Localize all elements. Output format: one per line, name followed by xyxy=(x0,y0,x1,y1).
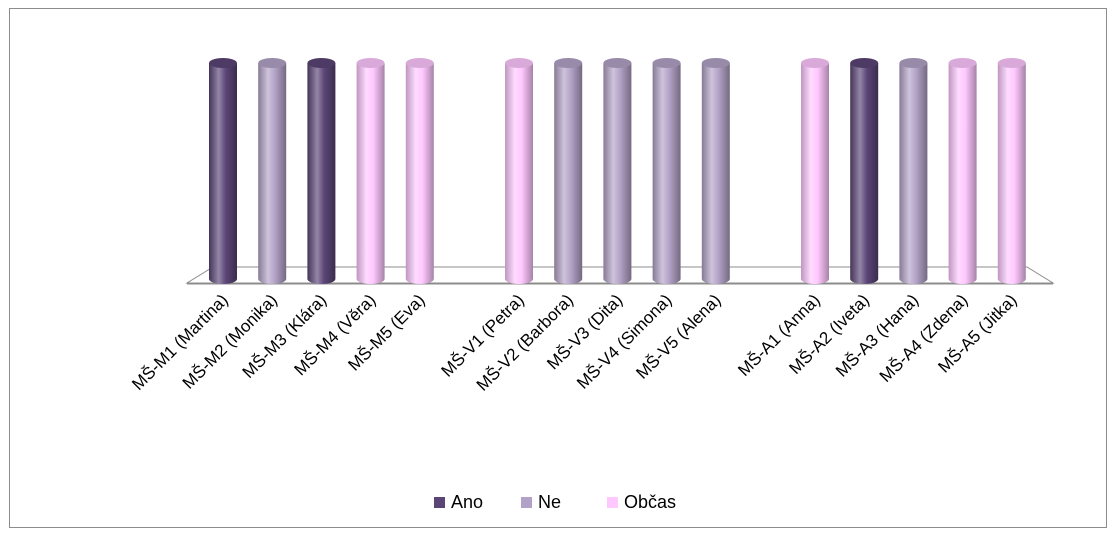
legend-label: Ano xyxy=(451,492,483,512)
legend-item-3: Občas xyxy=(607,492,676,512)
chart-frame: MŠ-M1 (Martina) MŠ-M2 (Monika) MŠ-M3 (Klár… xyxy=(9,8,1107,528)
bar-top xyxy=(899,58,928,68)
bar-top xyxy=(997,58,1026,68)
tick-labels-group: MŠ-M1 (Martina)MŠ-M2 (Monika)MŠ-M3 (Klár… xyxy=(128,290,1020,394)
bar-body xyxy=(899,63,928,284)
bar-top xyxy=(258,58,287,68)
bar-top xyxy=(307,58,336,68)
bar-body xyxy=(850,63,879,284)
bar-body xyxy=(801,63,829,284)
bar-body xyxy=(505,63,533,284)
bar-12 xyxy=(850,58,879,284)
bar-10 xyxy=(701,58,730,284)
x-tick-label: MŠ-A4 (Zdena) xyxy=(876,290,972,386)
bar-top xyxy=(554,58,583,68)
bar-body xyxy=(603,63,632,284)
bar-top xyxy=(209,58,237,68)
bars-group xyxy=(209,58,1026,284)
legend-swatch xyxy=(521,497,532,508)
bar-body xyxy=(701,63,730,284)
bar-14 xyxy=(948,58,977,284)
bar-7 xyxy=(554,58,583,284)
bar-body xyxy=(997,63,1026,284)
bar-1 xyxy=(209,58,237,284)
bar-body xyxy=(554,63,583,284)
legend-item-2: Ne xyxy=(521,492,561,512)
x-tick-label: MŠ-A1 (Anna) xyxy=(734,290,824,380)
bar-top xyxy=(701,58,730,68)
bar-15 xyxy=(997,58,1026,284)
bar-top xyxy=(603,58,632,68)
legend-label: Občas xyxy=(624,492,676,512)
chart: MŠ-M1 (Martina)MŠ-M2 (Monika)MŠ-M3 (Klár… xyxy=(128,58,1055,512)
bar-body xyxy=(307,63,336,284)
legend-swatch xyxy=(607,497,618,508)
bar-body xyxy=(356,63,385,284)
bar-5 xyxy=(405,58,434,284)
x-tick-label: MŠ-V1 (Petra) xyxy=(438,290,528,380)
x-tick-label: MŠ-M3 (Klára) xyxy=(239,290,331,382)
bar-top xyxy=(405,58,434,68)
legend-swatch xyxy=(434,497,445,508)
legend-label: Ne xyxy=(538,492,561,512)
bar-top xyxy=(948,58,977,68)
bar-top xyxy=(652,58,681,68)
bar-top xyxy=(801,58,829,68)
bar-8 xyxy=(603,58,632,284)
bar-body xyxy=(258,63,287,284)
x-tick-label: MŠ-V5 (Alena) xyxy=(632,290,724,382)
bar-body xyxy=(948,63,977,284)
legend-item-1: Ano xyxy=(434,492,483,512)
bar-body xyxy=(209,63,237,284)
legend: Ano Ne Občas xyxy=(434,492,676,512)
bar-6 xyxy=(505,58,533,284)
bar-3 xyxy=(307,58,336,284)
bar-11 xyxy=(801,58,829,284)
bar-4 xyxy=(356,58,385,284)
bar-body xyxy=(405,63,434,284)
bar-top xyxy=(850,58,879,68)
bar-13 xyxy=(899,58,928,284)
bar-top xyxy=(505,58,533,68)
bar-9 xyxy=(652,58,681,284)
bar-top xyxy=(356,58,385,68)
bar-body xyxy=(652,63,681,284)
bar-2 xyxy=(258,58,287,284)
